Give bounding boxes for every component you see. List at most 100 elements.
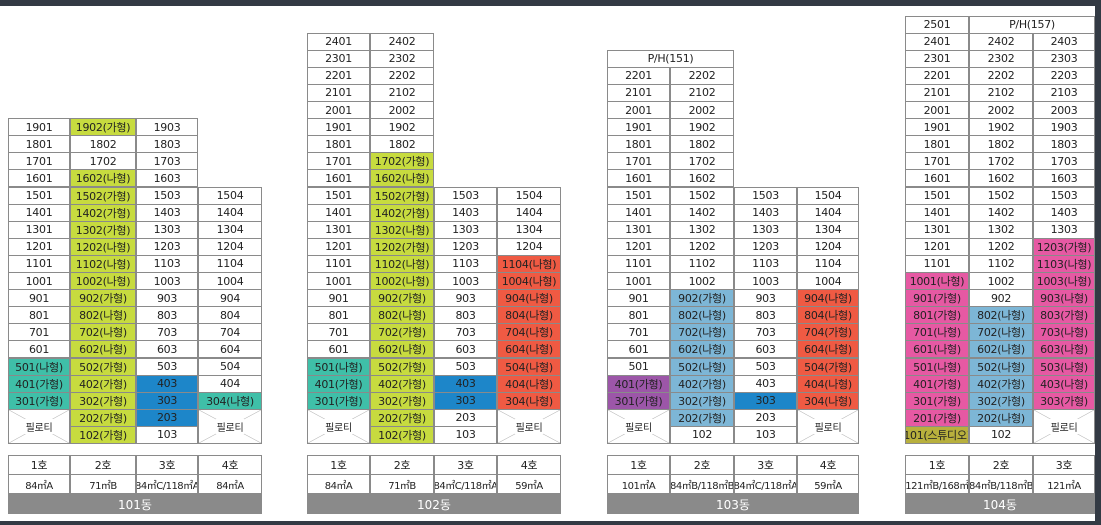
unit-cell: 901	[607, 289, 670, 308]
unit-cell: 1701	[307, 152, 370, 171]
unit-cell: 1601	[905, 169, 969, 188]
unit-cell: 1301	[8, 220, 70, 239]
unit-number-header: 3호	[1033, 455, 1095, 475]
unit-cell: 1302	[670, 220, 734, 239]
unit-cell: 103	[434, 425, 497, 444]
unit-area-type: 59㎡A	[797, 474, 859, 494]
unit-cell: 1603	[136, 169, 198, 188]
unit-cell: 504(가형)	[797, 357, 859, 376]
unit-cell: 704	[198, 323, 262, 342]
unit-cell: 1001(나형)	[905, 272, 969, 291]
unit-cell: 504	[198, 357, 262, 376]
unit-cell: 202(가형)	[70, 408, 136, 427]
unit-cell: 1101	[307, 254, 370, 273]
unit-cell: 203	[734, 408, 797, 427]
unit-cell: 1403	[136, 203, 198, 222]
unit-cell: 1902	[670, 118, 734, 137]
unit-cell: 603	[136, 340, 198, 359]
unit-area-type: 84㎡C/118㎡A	[136, 474, 198, 494]
unit-number-header: 2호	[370, 455, 434, 475]
unit-cell: 702(나형)	[670, 323, 734, 342]
unit-cell: 1304	[497, 220, 561, 239]
unit-cell: 401(가형)	[8, 374, 70, 393]
unit-cell: 1503	[1033, 186, 1095, 205]
unit-cell: 1102	[670, 254, 734, 273]
unit-cell: 203	[136, 408, 198, 427]
unit-cell: 1801	[307, 135, 370, 154]
unit-cell: 403	[136, 374, 198, 393]
unit-number-header: 2호	[969, 455, 1033, 475]
unit-cell: 1001	[307, 272, 370, 291]
unit-cell: 2301	[905, 49, 969, 68]
unit-cell: 303	[434, 391, 497, 410]
unit-cell: 1501	[307, 186, 370, 205]
unit-number-header: 3호	[434, 455, 497, 475]
piloti-cell: 필로티	[497, 408, 561, 444]
unit-cell: 2001	[905, 101, 969, 120]
unit-area-type: 84㎡B/118㎡B	[670, 474, 734, 494]
unit-cell: 2003	[1033, 101, 1095, 120]
unit-cell: 1303	[434, 220, 497, 239]
unit-area-type: 71㎡B	[70, 474, 136, 494]
unit-cell: 301(가형)	[607, 391, 670, 410]
unit-cell: 203	[434, 408, 497, 427]
unit-cell: 401(가형)	[905, 374, 969, 393]
unit-cell: 2101	[905, 83, 969, 102]
unit-cell: 904	[198, 289, 262, 308]
unit-cell: 1203(가형)	[1033, 237, 1095, 256]
unit-cell: 302(가형)	[670, 391, 734, 410]
unit-cell: 2103	[1033, 83, 1095, 102]
piloti-label: 필로티	[215, 418, 245, 434]
unit-number-header: 2호	[670, 455, 734, 475]
unit-cell: 1304	[797, 220, 859, 239]
unit-cell: 1404	[797, 203, 859, 222]
unit-cell: 2302	[370, 49, 434, 68]
unit-cell: 1303	[1033, 220, 1095, 239]
unit-cell: 403	[734, 374, 797, 393]
unit-cell: 1004	[797, 272, 859, 291]
unit-cell: 1001	[607, 272, 670, 291]
unit-cell: 2302	[969, 49, 1033, 68]
unit-cell: 102	[969, 425, 1033, 444]
unit-cell: 902(가형)	[670, 289, 734, 308]
unit-cell: 704(나형)	[497, 323, 561, 342]
penthouse-cell: P/H(157)	[969, 15, 1095, 34]
unit-cell: 1302	[969, 220, 1033, 239]
unit-cell: 803(가형)	[1033, 306, 1095, 325]
unit-cell: 302(가형)	[70, 391, 136, 410]
unit-cell: 1901	[607, 118, 670, 137]
unit-cell: 602(나형)	[70, 340, 136, 359]
unit-cell: 1502	[670, 186, 734, 205]
unit-cell: 501(나형)	[8, 357, 70, 376]
unit-cell: 1902	[969, 118, 1033, 137]
unit-cell: 502(가형)	[370, 357, 434, 376]
unit-cell: 603	[434, 340, 497, 359]
piloti-cell: 필로티	[607, 408, 670, 444]
unit-cell: 1102	[969, 254, 1033, 273]
unit-cell: 502(나형)	[670, 357, 734, 376]
unit-cell: 1103	[136, 254, 198, 273]
building-name-bar: 103동	[607, 494, 859, 514]
unit-cell: 1402(가형)	[370, 203, 434, 222]
unit-cell: 1402(가형)	[70, 203, 136, 222]
unit-cell: 604	[198, 340, 262, 359]
unit-cell: 1002	[969, 272, 1033, 291]
unit-cell: 702(가형)	[370, 323, 434, 342]
unit-cell: 2401	[905, 32, 969, 51]
unit-cell: 402(가형)	[969, 374, 1033, 393]
unit-cell: 1104	[198, 254, 262, 273]
frame-bottom-border	[0, 521, 1101, 525]
building-name-bar: 104동	[905, 494, 1095, 514]
unit-area-type: 121㎡B/168㎡	[905, 474, 969, 494]
unit-cell: 901	[8, 289, 70, 308]
unit-cell: 1301	[607, 220, 670, 239]
unit-cell: 802(나형)	[70, 306, 136, 325]
unit-cell: 1901	[8, 118, 70, 137]
unit-cell: 2001	[607, 101, 670, 120]
unit-cell: 402(가형)	[70, 374, 136, 393]
unit-cell: 1703	[1033, 152, 1095, 171]
unit-cell: 1503	[136, 186, 198, 205]
unit-cell: 902(가형)	[70, 289, 136, 308]
unit-cell: 1301	[905, 220, 969, 239]
unit-cell: 1204	[198, 237, 262, 256]
